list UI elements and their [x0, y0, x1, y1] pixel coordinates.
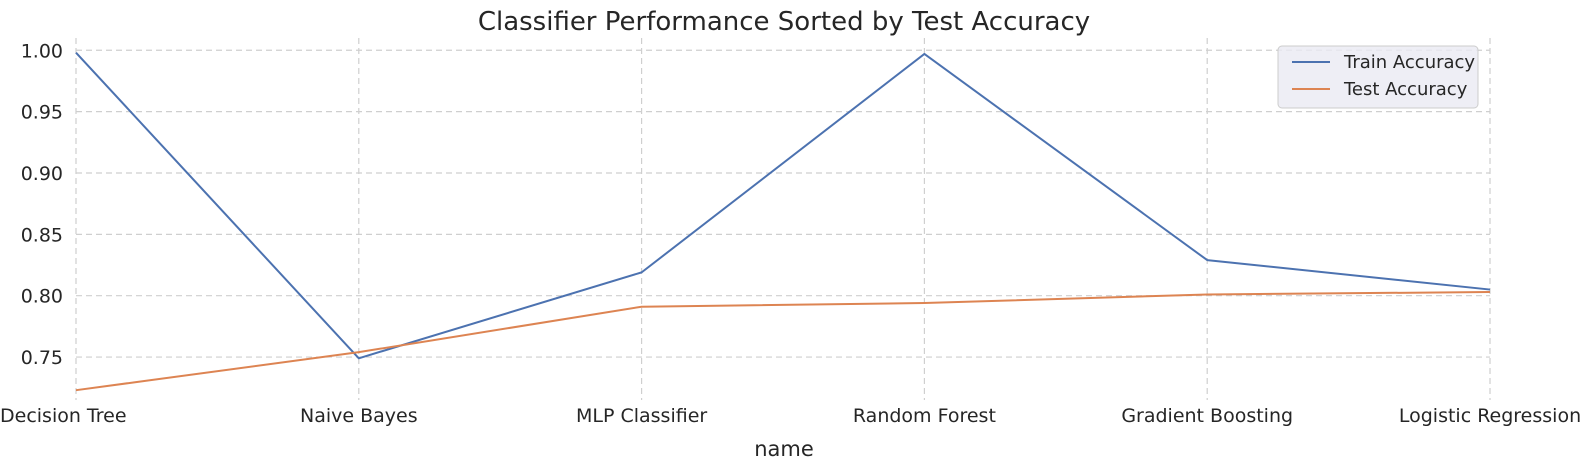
chart-title: Classifier Performance Sorted by Test Ac… — [478, 7, 1090, 37]
x-axis-label: name — [754, 437, 814, 461]
y-tick-labels: 0.75 0.80 0.85 0.90 0.95 1.00 — [21, 40, 63, 369]
y-tick-label: 0.90 — [21, 163, 63, 185]
legend: Train Accuracy Test Accuracy — [1277, 45, 1479, 109]
y-tick-label: 0.75 — [21, 347, 63, 369]
series-line-0 — [75, 52, 1491, 360]
y-tick-label: 1.00 — [21, 40, 63, 62]
y-tick-label: 0.85 — [21, 224, 63, 246]
y-tick-label: 0.80 — [21, 286, 63, 308]
legend-label: Train Accuracy — [1343, 52, 1475, 73]
x-tick-label: Decision Tree — [0, 405, 127, 427]
x-tick-labels: Decision Tree Naive Bayes MLP Classifier Ra… — [0, 405, 1581, 427]
grid-lines — [75, 38, 1491, 400]
x-tick-label: MLP Classifier — [576, 405, 707, 427]
x-tick-label: Logistic Regression — [1399, 405, 1581, 427]
x-tick-label: Random Forest — [853, 405, 996, 427]
x-tick-label: Gradient Boosting — [1121, 405, 1293, 427]
y-tick-label: 0.95 — [21, 102, 63, 124]
series-line-1 — [75, 291, 1491, 392]
x-tick-label: Naive Bayes — [300, 405, 418, 427]
legend-label: Test Accuracy — [1343, 79, 1468, 100]
series-lines — [75, 52, 1491, 392]
